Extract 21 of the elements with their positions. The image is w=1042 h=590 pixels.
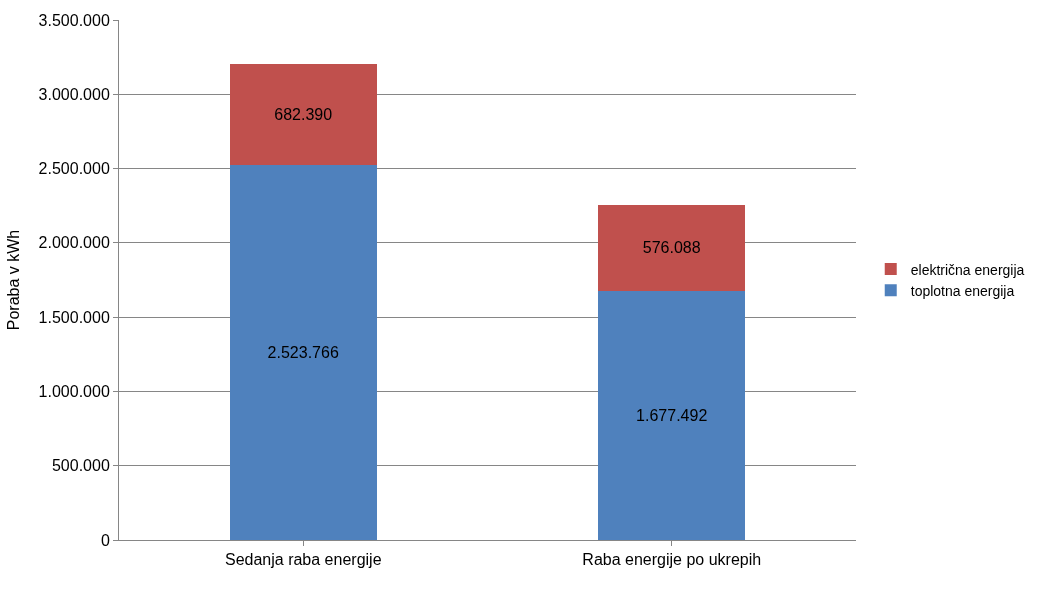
- legend-label: toplotna energija: [910, 282, 1015, 299]
- bar: [229, 165, 377, 540]
- bar: [598, 205, 746, 291]
- y-axis-title: Poraba v kWh: [4, 229, 22, 331]
- y-tick-label: 500.000: [51, 457, 110, 475]
- y-tick-label: 0: [100, 531, 110, 549]
- data-label: 1.677.492: [636, 406, 708, 424]
- bar: [598, 290, 746, 540]
- y-tick-label: 2.000.000: [38, 234, 110, 252]
- y-tick-label: 2.500.000: [38, 160, 110, 178]
- y-tick-label: 3.500.000: [38, 11, 110, 29]
- y-tick-label: 1.500.000: [38, 308, 110, 326]
- x-tick-label: Sedanja raba energije: [224, 551, 382, 569]
- y-tick-label: 3.000.000: [38, 85, 110, 103]
- legend-label: električna energija: [910, 261, 1025, 278]
- data-label: 682.390: [274, 105, 333, 123]
- data-label: 576.088: [642, 239, 701, 257]
- bar: [229, 63, 377, 166]
- data-label: 2.523.766: [267, 344, 339, 362]
- y-tick-label: 1.000.000: [38, 383, 110, 401]
- x-tick-label: Raba energije po ukrepih: [582, 551, 762, 569]
